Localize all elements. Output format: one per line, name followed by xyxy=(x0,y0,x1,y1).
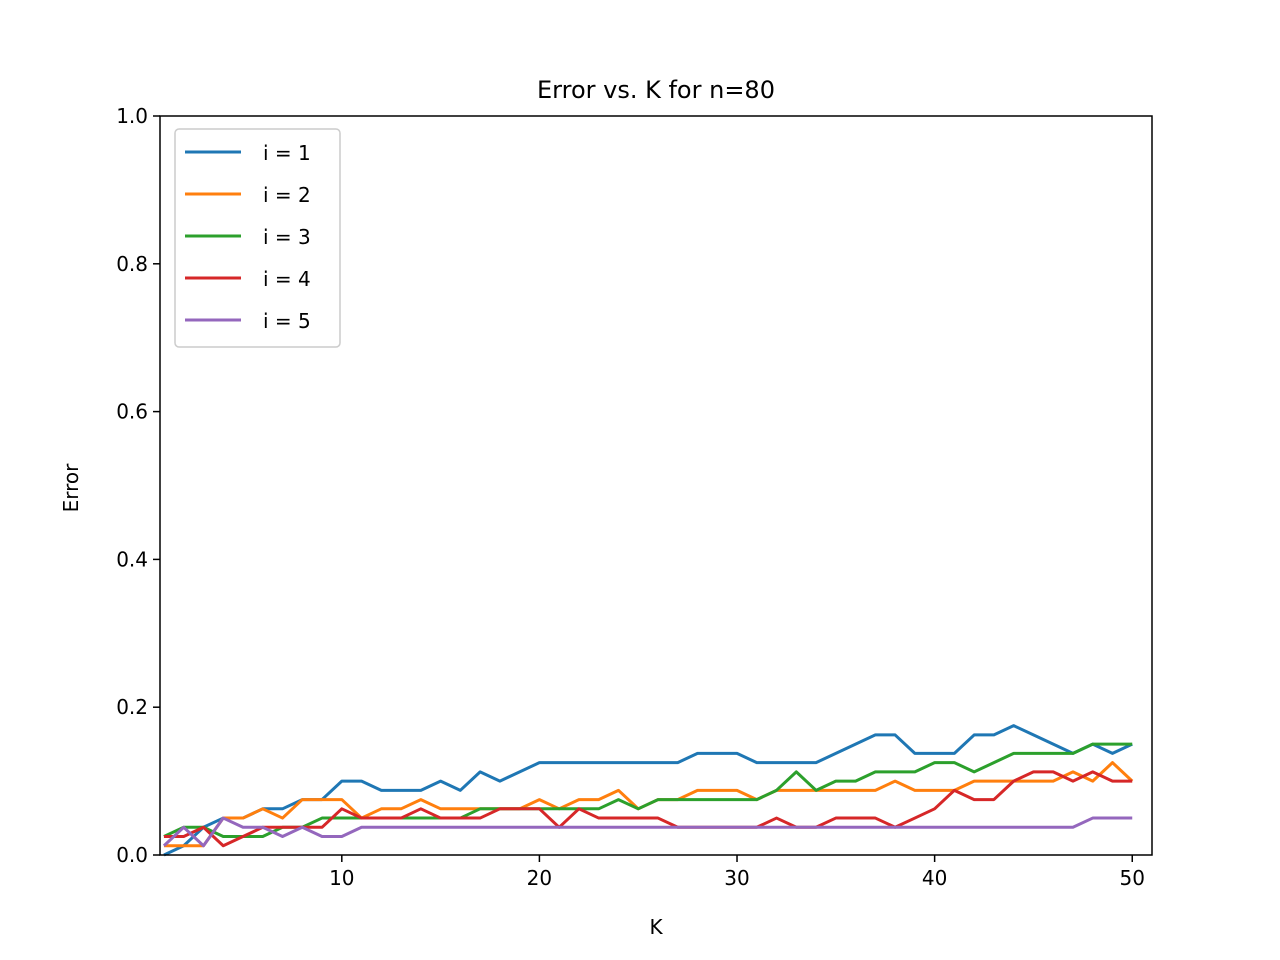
legend-label-2: i = 2 xyxy=(263,183,311,207)
y-tick-label: 0.8 xyxy=(116,252,148,276)
y-tick-label: 0.6 xyxy=(116,400,148,424)
legend-label-4: i = 4 xyxy=(263,267,311,291)
x-tick-label: 30 xyxy=(724,866,749,890)
y-tick-label: 0.0 xyxy=(116,843,148,867)
plot-area-frame xyxy=(159,115,1153,856)
y-axis-label: Error xyxy=(59,463,83,513)
legend-box xyxy=(174,128,341,348)
series-line-3 xyxy=(163,742,1133,839)
axis-ticks: 10 20 30 40 50 0.0 0.2 0.4 0.6 0.8 1.0 xyxy=(116,104,1145,890)
x-tick-label: 50 xyxy=(1120,866,1145,890)
x-axis-label: K xyxy=(649,915,663,939)
legend-label-1: i = 1 xyxy=(263,141,311,165)
x-tick-label: 20 xyxy=(527,866,552,890)
series-line-5 xyxy=(162,816,1133,848)
legend-label-3: i = 3 xyxy=(263,225,311,249)
series-layer xyxy=(162,724,1134,857)
series-line-4 xyxy=(163,770,1133,848)
x-tick-label: 10 xyxy=(329,866,354,890)
y-tick-label: 0.4 xyxy=(116,547,148,571)
series-line-1 xyxy=(163,724,1133,857)
legend-label-5: i = 5 xyxy=(263,309,311,333)
x-tick-label: 40 xyxy=(922,866,947,890)
y-tick-label: 1.0 xyxy=(116,104,148,128)
y-tick-label: 0.2 xyxy=(116,695,148,719)
chart-title: Error vs. K for n=80 xyxy=(537,76,775,104)
legend: i = 1 i = 2 i = 3 i = 4 i = 5 xyxy=(174,128,341,348)
